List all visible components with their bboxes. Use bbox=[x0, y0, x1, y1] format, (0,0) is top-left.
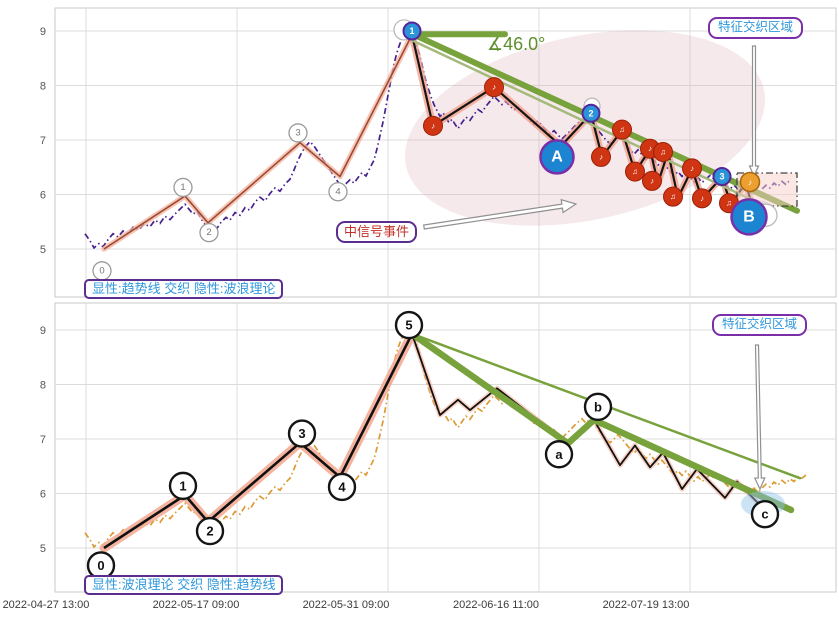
subwave-marker bbox=[712, 167, 732, 187]
trendline-segments bbox=[103, 34, 413, 250]
wavept-marker bbox=[750, 500, 780, 529]
wave-correction bbox=[411, 333, 763, 508]
wavept-marker-label: 1 bbox=[179, 478, 186, 493]
hidden-marker-label: 4 bbox=[335, 186, 340, 197]
wavept-marker bbox=[544, 440, 574, 469]
bottom-feature-region-label: 特征交织区域 bbox=[712, 314, 808, 336]
y-tick-label: 9 bbox=[40, 325, 46, 337]
wavept-marker-label: 5 bbox=[405, 318, 412, 333]
trend-line bbox=[410, 31, 800, 214]
hidden-marker bbox=[328, 182, 348, 202]
subwave-marker bbox=[402, 21, 422, 41]
subwave-marker-label: 1 bbox=[409, 26, 414, 36]
y-tick-label: 9 bbox=[40, 26, 46, 38]
wavept-marker-label: a bbox=[555, 447, 563, 462]
signal-marker bbox=[423, 115, 443, 136]
trend-line bbox=[408, 330, 795, 514]
hidden-marker bbox=[288, 123, 308, 143]
x-axis-label: 2022-06-16 11:00 bbox=[453, 599, 539, 611]
wavept-marker bbox=[327, 472, 357, 502]
annotation-arrow bbox=[748, 45, 760, 178]
signal-marker-label: ♪ bbox=[690, 164, 694, 173]
signal-marker-label: ♪ bbox=[650, 176, 654, 185]
y-tick-label: 6 bbox=[40, 190, 46, 202]
wavept-marker-label: 0 bbox=[97, 558, 104, 573]
subwave-marker bbox=[581, 103, 601, 123]
x-axis-label: 2022-04-27 13:00 bbox=[3, 599, 90, 611]
wavept-marker bbox=[195, 516, 225, 546]
panel-top[interactable]: 9 8 7 6 5 0 1 2 3 4 ♪ ♪ ♪ ♫ ♫ ♪ ♫ ♪ ♫ ♪ ♪ ♫ 1 2 3 ♪ A B bbox=[40, 0, 837, 298]
y-tick-label: 7 bbox=[40, 135, 46, 147]
signal-marker-label: ♫ bbox=[632, 167, 638, 176]
letter-marker bbox=[539, 139, 575, 175]
signal-marker-label: ♪ bbox=[648, 144, 652, 153]
top-panel-theory-label: 显性:趋势线 交织 隐性:波浪理论 bbox=[84, 279, 284, 300]
angle-annotation: ∡46.0° bbox=[487, 34, 546, 54]
y-tick-label: 8 bbox=[40, 81, 46, 93]
hidden-marker bbox=[199, 222, 219, 243]
signal-marker bbox=[642, 170, 662, 191]
x-axis-label: 2022-07-19 13:00 bbox=[603, 599, 690, 611]
event-marker-label: ♪ bbox=[748, 177, 752, 187]
letter-marker-label: A bbox=[551, 148, 563, 165]
signal-marker bbox=[663, 186, 683, 207]
signal-marker bbox=[591, 146, 611, 167]
top-feature-region-label: 特征交织区域 bbox=[708, 17, 804, 39]
letter-marker bbox=[730, 198, 768, 236]
y-tick-label: 6 bbox=[40, 489, 46, 501]
signal-marker bbox=[612, 119, 632, 140]
bottom-panel-theory-label: 显性:波浪理论 交织 隐性:趋势线 bbox=[84, 575, 284, 596]
signal-marker-label: ♫ bbox=[660, 147, 666, 156]
signal-marker-label: ♪ bbox=[700, 194, 704, 203]
hidden-marker-label: 3 bbox=[295, 127, 300, 138]
signal-marker-label: ♫ bbox=[670, 192, 676, 201]
signal-marker-label: ♪ bbox=[599, 152, 603, 161]
annotation-arrow bbox=[753, 344, 766, 491]
price-line bbox=[84, 329, 807, 549]
hidden-marker-label: 2 bbox=[206, 227, 211, 238]
x-axis-label: 2022-05-31 09:00 bbox=[303, 599, 390, 611]
signal-marker-label: ♫ bbox=[619, 125, 625, 134]
wavept-marker bbox=[287, 419, 317, 448]
signal-marker bbox=[484, 77, 504, 98]
subwave-marker-label: 2 bbox=[588, 108, 593, 118]
wavept-marker bbox=[394, 310, 424, 340]
signal-marker bbox=[653, 141, 673, 162]
annotation-arrow bbox=[423, 198, 578, 230]
panel-bottom[interactable]: 9 8 7 6 5 0 1 2 3 4 5 a b c bbox=[40, 302, 837, 593]
signal-marker-label: ♪ bbox=[431, 121, 435, 130]
signal-marker bbox=[625, 161, 645, 182]
wavept-marker-label: 4 bbox=[338, 479, 346, 494]
letter-marker-label: B bbox=[743, 208, 755, 225]
hidden-marker-label: 1 bbox=[180, 182, 185, 193]
signal-marker bbox=[692, 188, 712, 209]
subwave-marker-label: 3 bbox=[719, 172, 724, 182]
event-marker bbox=[739, 171, 761, 193]
wavept-marker-label: b bbox=[594, 399, 602, 414]
trend-line bbox=[411, 39, 767, 208]
wavept-marker-label: 2 bbox=[206, 524, 213, 539]
y-tick-label: 5 bbox=[40, 244, 46, 256]
x-axis-label: 2022-05-17 09:00 bbox=[153, 599, 240, 611]
wavept-marker-label: c bbox=[761, 507, 768, 522]
signal-event-label: 中信号事件 bbox=[336, 221, 418, 244]
wavept-marker bbox=[168, 471, 198, 501]
hidden-marker-label: 0 bbox=[99, 265, 104, 276]
y-tick-label: 7 bbox=[40, 434, 46, 446]
wavept-marker-label: 3 bbox=[298, 426, 305, 441]
signal-marker-label: ♫ bbox=[726, 199, 732, 208]
plot-frame bbox=[54, 302, 837, 593]
y-tick-label: 5 bbox=[40, 543, 46, 555]
signal-marker-label: ♪ bbox=[492, 83, 496, 92]
wave-impulse bbox=[103, 333, 414, 550]
signal-marker bbox=[682, 158, 702, 179]
wavept-marker bbox=[583, 392, 613, 422]
hidden-marker bbox=[173, 177, 193, 198]
y-tick-label: 8 bbox=[40, 380, 46, 392]
